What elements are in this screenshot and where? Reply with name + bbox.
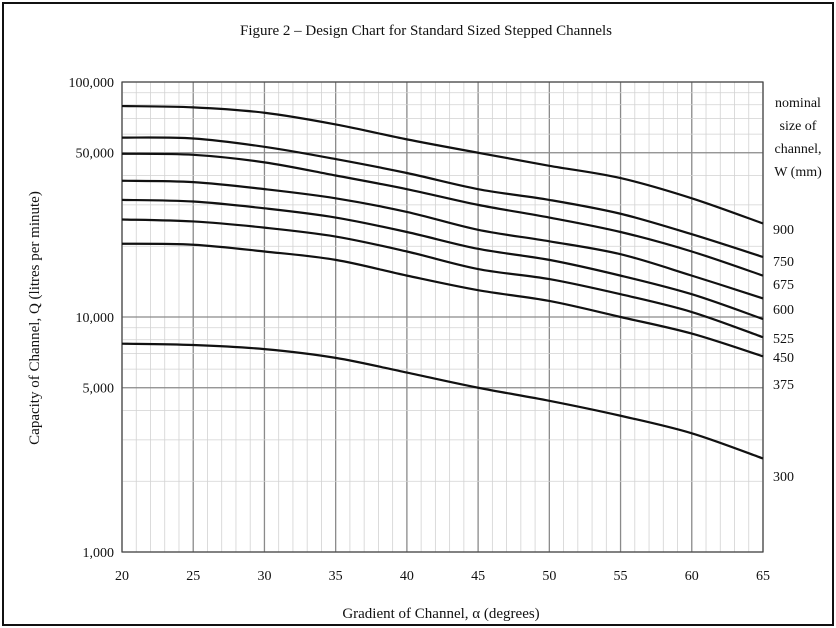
x-axis-label: Gradient of Channel, α (degrees) — [342, 606, 539, 622]
series-line-600 — [121, 179, 764, 300]
x-tick-label: 60 — [685, 569, 699, 584]
series-label-750: 750 — [773, 255, 794, 270]
x-tick-label: 35 — [329, 569, 343, 584]
x-tick-label: 30 — [257, 569, 271, 584]
x-tick-label: 20 — [115, 569, 129, 584]
series-label-300: 300 — [773, 470, 794, 485]
y-tick-label: 100,000 — [69, 76, 115, 91]
y-tick-label: 5,000 — [83, 382, 115, 397]
series-label-900: 900 — [773, 223, 794, 238]
legend-title-line: channel, — [774, 142, 821, 157]
series-line-450 — [121, 218, 764, 339]
x-tick-label: 50 — [542, 569, 556, 584]
grid — [121, 81, 764, 553]
series-label-600: 600 — [773, 303, 794, 318]
x-tick-label: 65 — [756, 569, 770, 584]
y-tick-labels: 1,000 5,000 10,000 50,000 100,000 — [69, 76, 115, 561]
legend-title-line: size of — [780, 119, 817, 134]
x-tick-label: 45 — [471, 569, 485, 584]
series-line-900 — [121, 104, 764, 225]
curves — [121, 104, 764, 460]
series-line-300 — [121, 342, 764, 460]
series-label-525: 525 — [773, 332, 794, 347]
y-tick-label: 10,000 — [76, 311, 115, 326]
series-line-525 — [121, 198, 764, 321]
series-line-675 — [121, 152, 764, 277]
series-line-750 — [121, 136, 764, 259]
series-label-375: 375 — [773, 378, 794, 393]
series-label-675: 675 — [773, 278, 794, 293]
plot-area-border — [121, 81, 764, 553]
legend-title-line: nominal — [775, 96, 821, 111]
legend-title-line: W (mm) — [774, 165, 822, 180]
x-tick-labels: 20 25 30 35 40 45 50 55 60 65 — [115, 569, 770, 584]
chart-title: Figure 2 – Design Chart for Standard Siz… — [240, 23, 612, 39]
series-line-375 — [121, 242, 764, 358]
x-tick-label: 55 — [614, 569, 628, 584]
y-tick-label: 50,000 — [76, 147, 115, 162]
series-label-450: 450 — [773, 351, 794, 366]
x-tick-label: 25 — [186, 569, 200, 584]
y-tick-label: 1,000 — [83, 546, 115, 561]
x-tick-label: 40 — [400, 569, 414, 584]
y-axis-label: Capacity of Channel, Q (litres per minut… — [27, 191, 43, 445]
legend: 900 750 675 600 525 450 375 300 nominal size of ch… — [773, 96, 822, 485]
